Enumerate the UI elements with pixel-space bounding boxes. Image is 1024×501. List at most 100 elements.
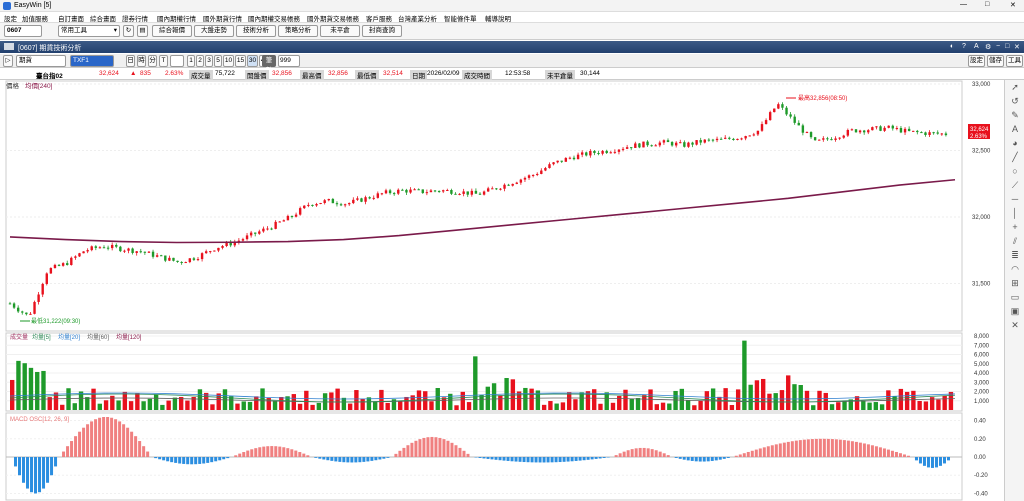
ruler-icon[interactable]: ▭ [1010, 292, 1020, 302]
menu-item[interactable]: 國內期權交易帳務 [248, 16, 300, 23]
win-maximize-button[interactable]: □ [1005, 43, 1010, 50]
volume-bar [861, 400, 866, 410]
delete-icon[interactable]: ✕ [1011, 320, 1019, 330]
macd-bar [914, 457, 918, 461]
line-icon[interactable]: ╱ [1012, 152, 1018, 162]
period-day-button[interactable]: 日 [126, 55, 135, 67]
candle-body [719, 138, 723, 140]
settings-icon[interactable]: ⚙ [985, 44, 992, 51]
menu-item[interactable]: 加值服務 [22, 16, 48, 23]
period-tick-button[interactable]: T [159, 55, 168, 67]
candle-body [724, 137, 727, 139]
win-close-button[interactable]: ✕ [1014, 44, 1020, 51]
pencil-icon[interactable]: ✎ [1011, 110, 1019, 120]
fib-icon[interactable]: ≣ [1011, 250, 1019, 260]
strategy-button[interactable]: 策略分析 [278, 25, 318, 37]
vline-icon[interactable]: │ [1012, 208, 1018, 218]
print-icon[interactable]: ▤ [137, 25, 148, 37]
menu-item[interactable]: 國外期貨交易帳務 [307, 16, 359, 23]
minute-2-button[interactable]: 2 [196, 55, 204, 67]
menu-item[interactable]: 台灣產業分析 [398, 16, 437, 23]
ray-icon[interactable]: ⟋ [1011, 180, 1019, 190]
volume-bar [360, 398, 365, 410]
candle-body [323, 200, 326, 203]
symbol-input[interactable]: TXF1 [70, 55, 114, 67]
color-icon[interactable]: ◕ [1012, 138, 1018, 148]
minute-1-button[interactable]: 1 [187, 55, 195, 67]
volume-bar [829, 404, 835, 410]
close-button[interactable]: ✕ [1010, 2, 1016, 9]
minute-15-button[interactable]: 15 [235, 55, 246, 67]
menu-item[interactable]: 國外期貨行情 [203, 16, 242, 23]
minute-30-button[interactable]: 30 [247, 55, 258, 67]
period-minute-button[interactable]: 分 [148, 55, 157, 67]
text-icon[interactable]: A [1011, 124, 1018, 134]
open-interest-button[interactable]: 未平倉 [320, 25, 360, 37]
macd-bar [430, 436, 434, 457]
chart-area[interactable]: 33,000 32,500 32,000 31,500 8,000 7,000 6,000 5… [0, 80, 1004, 501]
window-number-input[interactable]: 0607 [4, 25, 42, 37]
circle-icon[interactable]: ○ [1012, 166, 1018, 176]
menu-item[interactable]: 自訂畫面 [58, 16, 84, 23]
play-icon[interactable]: ▷ [3, 55, 13, 67]
last-price: 32,624 [99, 70, 119, 77]
candle-body [523, 177, 527, 180]
macd-bar [934, 457, 938, 468]
volume-bar [485, 386, 491, 410]
maximize-button[interactable]: □ [985, 1, 990, 8]
menu-item[interactable]: 智能條件單 [444, 16, 477, 23]
high-label: 最高價 [300, 70, 324, 80]
menu-item[interactable]: 證券行情 [122, 16, 148, 23]
candle-body [16, 307, 20, 312]
macd-bar [350, 457, 354, 463]
refresh-icon[interactable]: ↻ [123, 25, 134, 37]
minute-3-button[interactable]: 3 [205, 55, 213, 67]
menu-item[interactable]: 國內期權行情 [157, 16, 196, 23]
minimize-button[interactable]: — [960, 1, 967, 8]
tools-button[interactable]: 工具 [1006, 55, 1023, 67]
minute-input[interactable] [170, 55, 184, 67]
macd-bar [42, 457, 46, 489]
tool-select[interactable]: 常用工具 ▾ [58, 25, 120, 37]
menu-item[interactable]: 客戶服務 [366, 16, 392, 23]
macd-bar [834, 439, 838, 457]
hline-icon[interactable]: ─ [1011, 194, 1019, 204]
save-button[interactable]: 儲存 [987, 55, 1004, 67]
quote-button[interactable]: 綜合報價 [152, 25, 192, 37]
candle-body [70, 257, 73, 265]
undo-icon[interactable]: ↺ [1011, 96, 1019, 106]
lock-icon[interactable]: ▣ [1010, 306, 1020, 316]
cross-icon[interactable]: + [1012, 222, 1018, 232]
period-hour-button[interactable]: 時 [137, 55, 146, 67]
volume-bar [178, 397, 184, 410]
index-trend-button[interactable]: 大盤走勢 [194, 25, 234, 37]
theme-icon[interactable]: ◐ [950, 43, 955, 50]
arc-icon[interactable]: ◠ [1011, 264, 1019, 274]
menu-item[interactable]: 輔導說明 [485, 16, 511, 23]
candle-body [294, 214, 298, 217]
macd-bar [190, 457, 194, 465]
menu-item[interactable]: 設定 [4, 16, 17, 23]
candle-body [740, 138, 743, 140]
grid-icon[interactable]: ⊞ [1011, 278, 1019, 288]
query-button[interactable]: 封商查詢 [362, 25, 402, 37]
tech-analysis-button[interactable]: 技術分析 [236, 25, 276, 37]
candle-body [932, 132, 935, 134]
macd-bar [674, 457, 678, 458]
minute-10-button[interactable]: 10 [223, 55, 234, 67]
type-select[interactable]: 期貨 [16, 55, 66, 67]
macd-bar [62, 451, 66, 457]
help-icon[interactable]: ? [962, 43, 966, 50]
macd-bar [290, 449, 294, 457]
font-icon[interactable]: A [974, 43, 979, 50]
minute-5-button[interactable]: 5 [214, 55, 222, 67]
channel-icon[interactable]: ⫽ [1012, 236, 1017, 246]
low-annotation: 最低31,222(09:30) [31, 317, 80, 325]
count-input[interactable]: 999 [278, 55, 300, 67]
candle-body [454, 193, 457, 195]
candle-body [409, 189, 412, 193]
menu-item[interactable]: 綜合畫面 [90, 16, 116, 23]
win-minimize-button[interactable]: − [996, 43, 1001, 50]
settings-button[interactable]: 設定 [968, 55, 985, 67]
cursor-icon[interactable]: ➚ [1011, 82, 1019, 92]
